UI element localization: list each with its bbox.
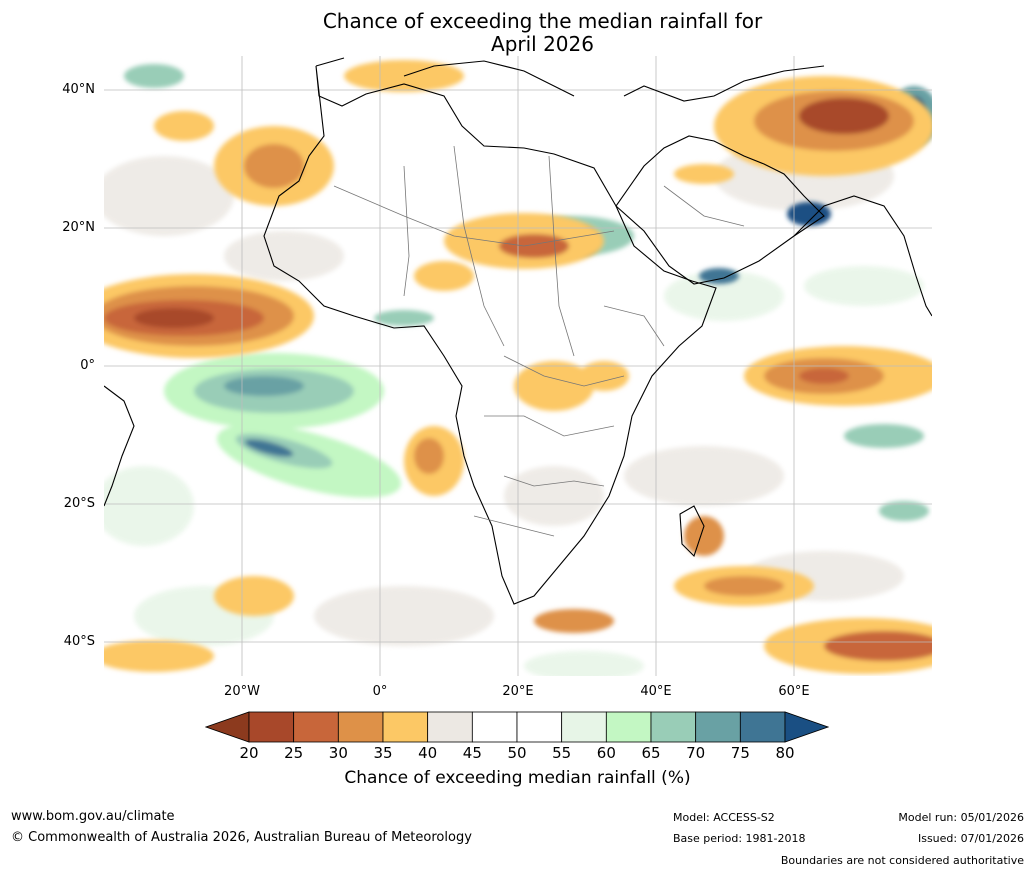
colorbar-tick-label: 45: [462, 744, 482, 762]
colorbar: [204, 711, 830, 747]
colorbar-swatch: [471, 711, 518, 743]
colorbar-arrow-low: [204, 711, 250, 743]
coastlines: [104, 57, 932, 605]
colorbar-tick-label: 75: [730, 744, 750, 762]
footer-disclaimer: Boundaries are not considered authoritat…: [780, 854, 1024, 867]
colorbar-swatch: [605, 711, 652, 743]
title-line-1: Chance of exceeding the median rainfall …: [322, 9, 763, 33]
colorbar-swatch: [650, 711, 697, 743]
colorbar-svg: [204, 711, 830, 743]
footer-issued: Issued: 07/01/2026: [917, 832, 1024, 845]
title-line-2: April 2026: [491, 32, 594, 56]
lat-label-0: 0°: [80, 358, 95, 373]
lon-label-20e: 20°E: [502, 684, 534, 699]
colorbar-swatch: [695, 711, 741, 743]
rainfall-map: [104, 56, 932, 676]
colorbar-tick-label: 65: [641, 744, 661, 762]
colorbar-tick-label: 60: [596, 744, 616, 762]
colorbar-swatch: [382, 711, 429, 743]
colorbar-tick-label: 20: [239, 744, 259, 762]
footer-model-run: Model run: 05/01/2026: [898, 811, 1024, 824]
footer-model: Model: ACCESS-S2: [673, 811, 775, 824]
footer-base-period: Base period: 1981-2018: [673, 832, 806, 845]
lon-label-20w: 20°W: [224, 684, 260, 699]
footer-website[interactable]: www.bom.gov.au/climate: [11, 809, 175, 824]
colorbar-tick-label: 25: [284, 744, 304, 762]
colorbar-swatch: [739, 711, 786, 743]
colorbar-swatch: [561, 711, 607, 743]
lat-label-20n: 20°N: [62, 220, 95, 235]
drier-regions: [104, 60, 932, 674]
colorbar-swatch: [293, 711, 339, 743]
lat-label-20s: 20°S: [63, 496, 95, 511]
colorbar-swatch: [427, 711, 473, 743]
footer-copyright: © Commonwealth of Australia 2026, Austra…: [11, 830, 472, 845]
lon-label-40e: 40°E: [640, 684, 672, 699]
colorbar-tick-label: 35: [373, 744, 393, 762]
colorbar-tick-label: 30: [328, 744, 348, 762]
colorbar-tick-label: 70: [686, 744, 706, 762]
graticule: [104, 56, 932, 676]
colorbar-swatch: [248, 711, 295, 743]
map-svg: [104, 56, 932, 676]
colorbar-tick-label: 55: [552, 744, 572, 762]
lat-label-40n: 40°N: [62, 82, 95, 97]
lat-label-40s: 40°S: [63, 634, 95, 649]
country-borders: [333, 145, 745, 537]
colorbar-swatch: [337, 711, 384, 743]
lon-label-0: 0°: [372, 684, 388, 699]
map-title: Chance of exceeding the median rainfall …: [0, 10, 1035, 56]
colorbar-label: Chance of exceeding median rainfall (%): [344, 768, 691, 788]
lon-label-60e: 60°E: [778, 684, 810, 699]
colorbar-arrow-high: [784, 711, 830, 743]
colorbar-tick-label: 50: [507, 744, 527, 762]
colorbar-swatch: [516, 711, 563, 743]
colorbar-tick-label: 40: [418, 744, 438, 762]
colorbar-tick-label: 80: [775, 744, 795, 762]
